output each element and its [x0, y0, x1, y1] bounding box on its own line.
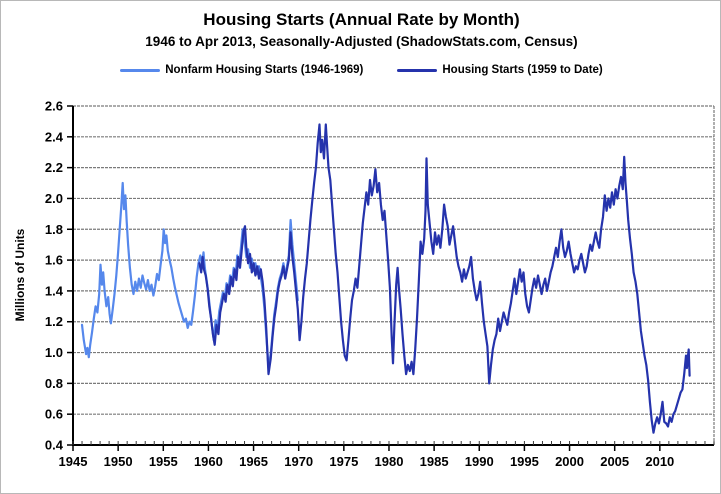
legend-label-total: Housing Starts (1959 to Date): [442, 64, 603, 76]
y-tick-label: 2.6: [45, 99, 63, 114]
y-tick-label: 1.0: [45, 345, 63, 360]
x-tick-label: 2010: [645, 454, 674, 469]
x-tick-label: 1995: [510, 454, 539, 469]
legend-line-swatch-light: [120, 68, 161, 72]
x-tick-label: 1965: [239, 454, 268, 469]
x-tick-label: 2000: [555, 454, 584, 469]
legend-label-nonfarm: Nonfarm Housing Starts (1946-1969): [165, 64, 364, 76]
series-line-total: [198, 123, 691, 434]
x-tick-label: 1950: [104, 454, 133, 469]
x-tick-label: 1975: [329, 454, 358, 469]
x-tick-label: 1980: [375, 454, 404, 469]
y-tick-label: 0.6: [45, 407, 63, 422]
y-tick-label: 0.8: [45, 376, 63, 391]
chart-title: Housing Starts (Annual Rate by Month): [203, 10, 520, 29]
y-tick-label: 1.6: [45, 253, 63, 268]
x-tick-label: 1945: [59, 454, 88, 469]
y-axis-title: Millions of Units: [13, 228, 27, 322]
y-tick-label: 1.4: [45, 283, 64, 298]
legend-item-total: Housing Starts (1959 to Date): [397, 64, 603, 76]
y-tick-label: 2.4: [45, 129, 64, 144]
legend: Nonfarm Housing Starts (1946-1969) Housi…: [1, 64, 720, 76]
legend-line-swatch-dark: [397, 68, 438, 72]
series-line-nonfarm: [80, 181, 299, 370]
x-tick-label: 1955: [149, 454, 178, 469]
y-tick-label: 0.4: [45, 438, 64, 453]
x-tick-label: 1985: [420, 454, 449, 469]
legend-item-nonfarm: Nonfarm Housing Starts (1946-1969): [120, 64, 363, 76]
y-tick-label: 1.2: [45, 314, 63, 329]
y-tick-label: 2.2: [45, 160, 63, 175]
y-tick-label: 1.8: [45, 222, 63, 237]
x-tick-label: 1990: [465, 454, 494, 469]
chart-subtitle: 1946 to Apr 2013, Seasonally-Adjusted (S…: [145, 34, 578, 49]
y-tick-label: 2.0: [45, 191, 63, 206]
x-tick-label: 2005: [600, 454, 629, 469]
x-tick-label: 1960: [194, 454, 223, 469]
x-tick-label: 1970: [284, 454, 313, 469]
